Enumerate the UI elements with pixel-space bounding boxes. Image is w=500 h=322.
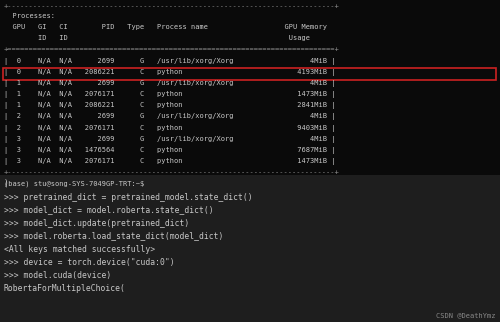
Bar xyxy=(0,175,500,322)
Bar xyxy=(3,68,496,80)
Text: ID   ID                                                    Usage: ID ID Usage xyxy=(4,35,331,41)
Text: <All keys matched successfully>: <All keys matched successfully> xyxy=(4,245,155,254)
Text: >>> model.cuda(device): >>> model.cuda(device) xyxy=(4,271,111,280)
Text: |  1    N/A  N/A      2699      G   /usr/lib/xorg/Xorg                  4MiB |: | 1 N/A N/A 2699 G /usr/lib/xorg/Xorg 4M… xyxy=(4,80,336,87)
Text: |  0    N/A  N/A      2699      G   /usr/lib/xorg/Xorg                  4MiB |: | 0 N/A N/A 2699 G /usr/lib/xorg/Xorg 4M… xyxy=(4,58,336,65)
Text: |  1    N/A  N/A   2086221      C   python                           2841MiB |: | 1 N/A N/A 2086221 C python 2841MiB | xyxy=(4,102,336,109)
Text: RobertaForMultipleChoice(: RobertaForMultipleChoice( xyxy=(4,284,126,293)
Text: +-----------------------------------------------------------------------------+: +---------------------------------------… xyxy=(4,3,340,9)
Text: >>> model_dict = model.roberta.state_dict(): >>> model_dict = model.roberta.state_dic… xyxy=(4,205,214,214)
Text: >>> pretrained_dict = pretrained_model.state_dict(): >>> pretrained_dict = pretrained_model.s… xyxy=(4,193,252,202)
Text: |  0    N/A  N/A   2086221      C   python                           4193MiB |: | 0 N/A N/A 2086221 C python 4193MiB | xyxy=(4,69,336,76)
Text: |  3    N/A  N/A   2076171      C   python                           1473MiB |: | 3 N/A N/A 2076171 C python 1473MiB | xyxy=(4,158,336,165)
Text: |  3    N/A  N/A   1476564      C   python                           7687MiB |: | 3 N/A N/A 1476564 C python 7687MiB | xyxy=(4,147,336,154)
Text: GPU   GI   CI        PID   Type   Process name                  GPU Memory: GPU GI CI PID Type Process name GPU Memo… xyxy=(4,24,327,30)
Text: +-----------------------------------------------------------------------------+: +---------------------------------------… xyxy=(4,169,340,175)
Text: >>> device = torch.device("cuda:0"): >>> device = torch.device("cuda:0") xyxy=(4,258,174,267)
Text: >>> model_dict.update(pretrained_dict): >>> model_dict.update(pretrained_dict) xyxy=(4,219,189,228)
Text: |  2    N/A  N/A   2076171      C   python                           9403MiB |: | 2 N/A N/A 2076171 C python 9403MiB | xyxy=(4,125,336,131)
Text: >>> model.roberta.load_state_dict(model_dict): >>> model.roberta.load_state_dict(model_… xyxy=(4,232,224,241)
Text: |  1    N/A  N/A   2076171      C   python                           1473MiB |: | 1 N/A N/A 2076171 C python 1473MiB | xyxy=(4,91,336,98)
Text: |  2    N/A  N/A      2699      G   /usr/lib/xorg/Xorg                  4MiB |: | 2 N/A N/A 2699 G /usr/lib/xorg/Xorg 4M… xyxy=(4,113,336,120)
Text: ): ) xyxy=(4,179,9,188)
Text: +=============================================================================+: +=======================================… xyxy=(4,46,340,52)
Text: (base) stu@song-SYS-7049GP-TRT:~$: (base) stu@song-SYS-7049GP-TRT:~$ xyxy=(4,180,144,187)
Text: CSDN @DeathYmz: CSDN @DeathYmz xyxy=(436,312,496,318)
Text: |  3    N/A  N/A      2699      G   /usr/lib/xorg/Xorg                  4MiB |: | 3 N/A N/A 2699 G /usr/lib/xorg/Xorg 4M… xyxy=(4,136,336,143)
Text: Processes:: Processes: xyxy=(4,13,55,19)
